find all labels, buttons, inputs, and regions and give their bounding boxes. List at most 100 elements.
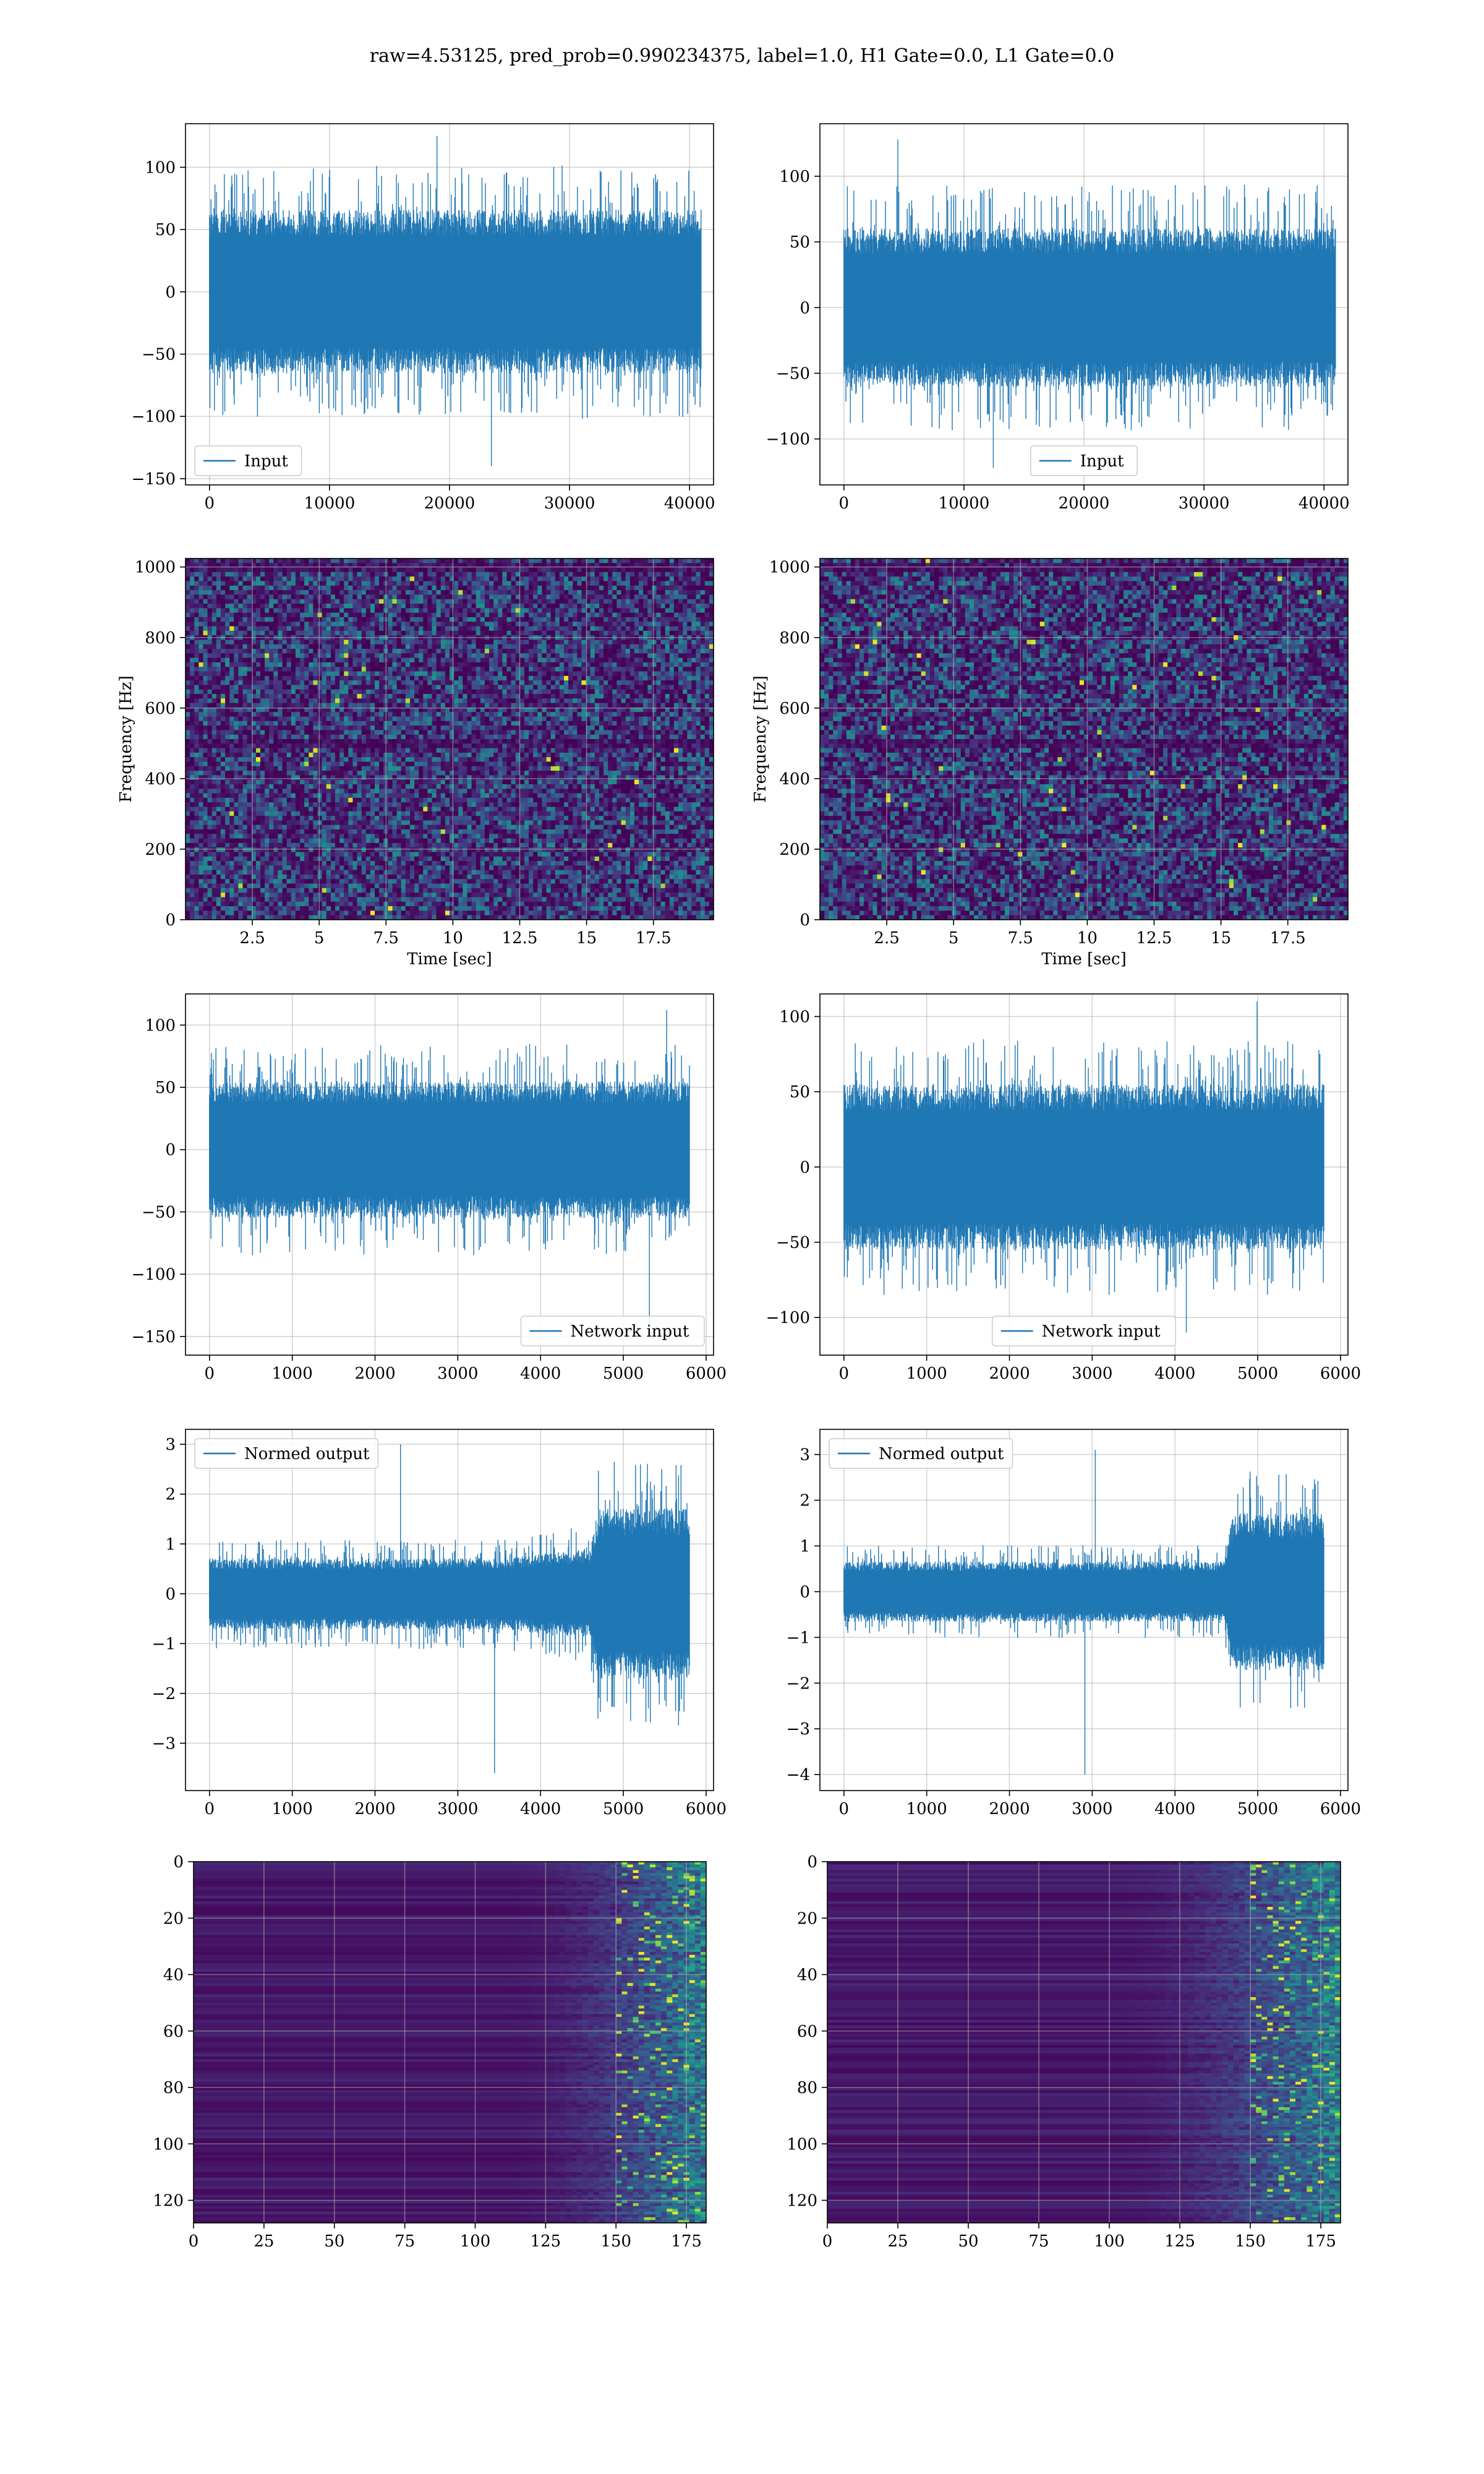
- l1-spectrogram-cells: [820, 559, 1348, 920]
- y-tick-label: 0: [165, 1585, 176, 1604]
- y-tick-label: 50: [155, 1079, 176, 1097]
- y-tick-label: 0: [800, 1158, 810, 1177]
- x-tick-label: 0: [839, 1364, 850, 1383]
- axes-frame: [185, 558, 714, 920]
- axes-frame: [819, 1429, 1349, 1791]
- x-tick-label: 4000: [520, 1364, 561, 1383]
- y-tick-label: −100: [766, 1309, 810, 1327]
- h1-network-input-panel: 0 1000 2000 3000 4000 5000 6000 −150 −100 −50 0 50 1…: [132, 993, 727, 1383]
- x-tick-label: 0: [822, 2232, 833, 2251]
- legend-box: [520, 1316, 705, 1346]
- x-tick-label: 4000: [1154, 1800, 1195, 1818]
- x-tick-label: 2.5: [874, 929, 899, 948]
- y-tick-label: 1: [800, 1538, 810, 1556]
- y-axis-label: Frequency [Hz]: [117, 675, 135, 803]
- x-tick-label: 150: [600, 2232, 631, 2251]
- y-tick-label: −2: [152, 1685, 176, 1703]
- x-tick-label: 0: [189, 2232, 199, 2251]
- y-tick-label: −2: [787, 1674, 810, 1693]
- x-tick-label: 25: [887, 2232, 908, 2251]
- y-tick-label: −4: [787, 1766, 810, 1784]
- x-axis-label: Time [sec]: [1041, 950, 1127, 969]
- x-tick-label: 20000: [1059, 494, 1110, 513]
- h1-network-input-series-line: [209, 1010, 690, 1339]
- x-tick-label: 30000: [1179, 494, 1230, 513]
- y-tick-label: −150: [132, 470, 176, 489]
- x-tick-label: 17.5: [636, 929, 672, 948]
- y-tick-label: 40: [163, 1966, 184, 1985]
- y-tick-label: 80: [797, 2079, 817, 2097]
- tick-labels: 0 10000 20000 30000 40000 −100 −50 0 50 100: [766, 168, 1350, 513]
- y-tick-label: −50: [776, 364, 810, 383]
- y-tick-label: 100: [145, 158, 176, 177]
- y-tick-label: 80: [163, 2079, 184, 2097]
- tick-labels: 0 1000 2000 3000 4000 5000 6000 −3 −2 −1 0 1 2 3: [152, 1436, 727, 1818]
- x-tick-label: 2000: [354, 1800, 395, 1818]
- x-tick-label: 1000: [272, 1364, 313, 1383]
- y-tick-label: 0: [800, 299, 810, 317]
- tick-labels: 2.5 5 7.5 10 12.5 15 17.5 0 200 400 600 800 1000: [769, 559, 1306, 948]
- legend-label: Network input: [571, 1322, 689, 1341]
- x-tick-label: 50: [324, 2232, 344, 2251]
- axes-frame: [827, 1861, 1341, 2224]
- y-tick-label: 1000: [769, 559, 810, 577]
- y-tick-label: 100: [145, 1016, 176, 1035]
- y-tick-label: 2: [800, 1492, 810, 1510]
- legend-label: Input: [1080, 452, 1124, 471]
- x-tick-label: 0: [205, 1800, 215, 1818]
- y-tick-label: 0: [165, 283, 176, 302]
- x-tick-label: 50: [958, 2232, 978, 2251]
- x-tick-label: 0: [205, 1364, 215, 1383]
- y-tick-label: 0: [800, 911, 810, 930]
- x-tick-label: 75: [394, 2232, 415, 2251]
- x-tick-label: 3000: [437, 1364, 478, 1383]
- x-tick-label: 5000: [1237, 1364, 1278, 1383]
- y-tick-label: −1: [787, 1629, 810, 1647]
- l1-spectrogram-panel: 2.5 5 7.5 10 12.5 15 17.5 0 200 400 600 800 1000 Time…: [751, 558, 1349, 969]
- x-tick-label: 125: [531, 2232, 561, 2251]
- x-tick-label: 1000: [906, 1800, 947, 1818]
- axes-frame: [819, 123, 1349, 486]
- x-tick-label: 10: [443, 929, 463, 948]
- x-tick-label: 7.5: [373, 929, 399, 948]
- x-tick-label: 2000: [989, 1364, 1030, 1383]
- x-tick-label: 4000: [520, 1800, 561, 1818]
- h1-network-input-legend: Network input: [520, 1316, 705, 1346]
- h1-feature-map-cells: [194, 1862, 706, 2223]
- x-tick-label: 15: [1211, 929, 1231, 948]
- h1-spectrogram-cells: [186, 559, 714, 920]
- y-tick-label: 200: [779, 841, 810, 859]
- l1-feature-map-cells: [827, 1862, 1341, 2223]
- y-tick-label: 0: [165, 911, 176, 930]
- axes-frame: [185, 993, 714, 1356]
- y-tick-label: 0: [165, 1141, 176, 1160]
- x-tick-label: 125: [1164, 2232, 1195, 2251]
- y-tick-label: 50: [155, 221, 176, 239]
- l1-input-legend: Input: [1030, 445, 1138, 476]
- axes-frame: [819, 993, 1349, 1356]
- x-tick-label: 12.5: [502, 929, 538, 948]
- y-tick-label: 200: [145, 841, 176, 859]
- y-tick-label: 0: [807, 1853, 817, 1872]
- tick-labels: 2.5 5 7.5 10 12.5 15 17.5 0 200 400 600 800 1000: [135, 559, 672, 948]
- y-tick-label: 100: [153, 2135, 184, 2154]
- tick-labels: 0 1000 2000 3000 4000 5000 6000 −150 −100 −50 0 50 1…: [132, 1016, 727, 1383]
- y-tick-label: 3: [800, 1446, 810, 1465]
- y-tick-label: 20: [797, 1909, 817, 1928]
- x-tick-label: 6000: [686, 1800, 727, 1818]
- legend-box: [992, 1316, 1176, 1346]
- x-tick-label: 10000: [304, 494, 356, 513]
- y-axis-label: Frequency [Hz]: [751, 675, 770, 803]
- y-tick-label: 100: [779, 168, 810, 186]
- x-tick-label: 10: [1077, 929, 1098, 948]
- y-tick-label: 20: [163, 1909, 184, 1928]
- axes-frame: [193, 1861, 707, 2224]
- x-tick-label: 1000: [906, 1364, 947, 1383]
- x-tick-label: 4000: [1154, 1364, 1195, 1383]
- l1-normed-output-legend: Normed output: [829, 1438, 1013, 1469]
- h1-input-panel: 0 10000 20000 30000 40000 −150 −100 −50 0 50 100 In…: [132, 123, 715, 513]
- l1-input-panel: 0 10000 20000 30000 40000 −100 −50 0 50 100 Input: [766, 123, 1350, 513]
- y-tick-label: 0: [173, 1853, 184, 1872]
- y-tick-label: 3: [165, 1436, 176, 1454]
- x-tick-label: 0: [205, 494, 215, 513]
